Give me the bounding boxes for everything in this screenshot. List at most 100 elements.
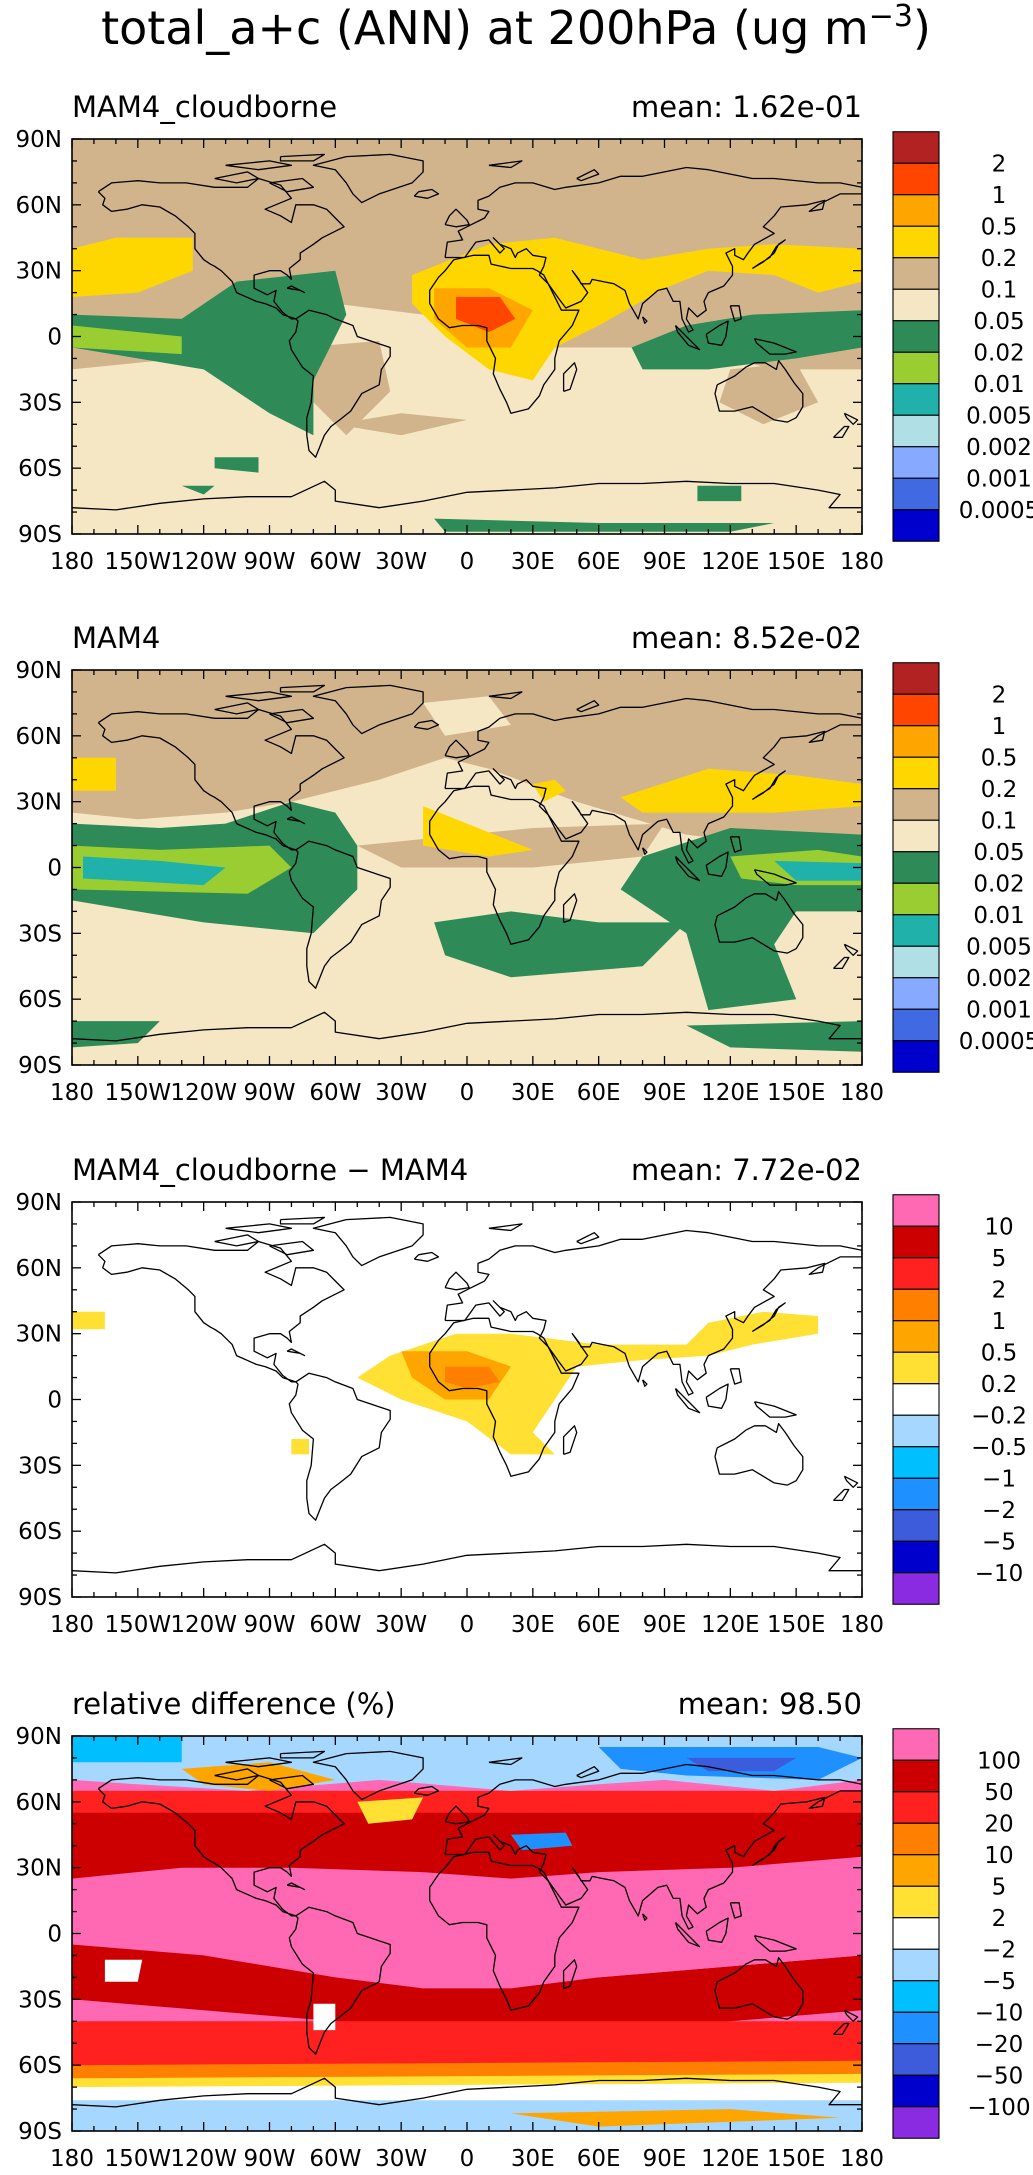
- colorbar-swatch: [892, 851, 940, 884]
- contour-field: [72, 670, 862, 1065]
- colorbar-label: 0.001: [966, 466, 1032, 492]
- coastline: [641, 1913, 648, 1921]
- colorbar-swatch: [892, 977, 940, 1010]
- colorbar-swatch: [892, 1008, 940, 1042]
- contour-region: [434, 911, 687, 978]
- colorbar-swatch: [892, 194, 940, 227]
- contour-region: [445, 1366, 500, 1389]
- x-tick-label: 120E: [701, 1080, 759, 1106]
- mean-label: mean:: [631, 621, 732, 655]
- contour-region: [412, 237, 862, 381]
- coastline: [286, 285, 306, 294]
- x-tick-label: 150E: [767, 1080, 825, 1106]
- tick-marks: [71, 669, 863, 1066]
- coastline: [674, 325, 701, 351]
- colorbar-label: −1: [982, 1466, 1016, 1492]
- mean-label: mean:: [631, 1153, 732, 1187]
- coastline: [705, 1917, 729, 1943]
- contour-region: [291, 1439, 309, 1455]
- y-tick-label: 30S: [18, 921, 62, 947]
- x-tick-label: 180: [840, 2146, 884, 2172]
- coastline: [444, 166, 862, 333]
- contour-region: [72, 1944, 862, 2033]
- contour-region: [620, 768, 862, 813]
- coastline: [413, 719, 440, 730]
- x-tick-label: 180: [840, 1612, 884, 1638]
- panel-title: MAM4_cloudborne: [72, 90, 337, 124]
- colorbar-label: −10: [975, 2000, 1024, 2026]
- colorbar-label: 0.2: [981, 777, 1018, 803]
- contour-region: [302, 340, 391, 436]
- colorbar-label: 0.05: [973, 840, 1024, 866]
- colorbar-swatch: [892, 2074, 940, 2108]
- contour-region: [72, 757, 116, 791]
- tick-marks: [71, 138, 863, 535]
- coastline: [312, 1216, 424, 1267]
- y-tick-label: 30N: [16, 1856, 62, 1882]
- contour-region: [72, 270, 347, 436]
- mean-value: 1.62e-01: [732, 90, 862, 124]
- coastline: [576, 1766, 600, 1779]
- x-tick-label: 90W: [243, 2146, 295, 2172]
- coastline: [214, 171, 260, 184]
- y-tick-label: 30S: [18, 1453, 62, 1479]
- contour-region: [456, 297, 516, 333]
- colorbar-swatch: [892, 882, 940, 916]
- coastline: [641, 1379, 648, 1387]
- coastline: [714, 1422, 804, 1486]
- x-tick-label: 0: [460, 549, 475, 575]
- colorbar-swatch: [892, 320, 940, 353]
- coastline: [729, 1902, 742, 1919]
- colorbar-swatch: [892, 662, 940, 695]
- contour-region: [510, 2109, 841, 2127]
- colorbar-label: 0.1: [981, 277, 1018, 303]
- colorbar-label: 1: [992, 1309, 1007, 1335]
- x-tick-label: 0: [460, 2146, 475, 2172]
- colorbar-label: −50: [975, 2063, 1024, 2089]
- colorbar-swatch: [892, 1477, 940, 1511]
- coastline: [312, 1750, 424, 1801]
- contour-region: [434, 518, 775, 532]
- x-tick-label: 90W: [243, 549, 295, 575]
- y-tick-label: 60N: [16, 724, 62, 750]
- colorbar-label: 0.2: [981, 246, 1018, 272]
- coastline: [705, 320, 729, 346]
- colorbar-swatch: [892, 257, 940, 290]
- x-tick-label: 30E: [511, 2146, 555, 2172]
- x-tick-label: 150E: [767, 549, 825, 575]
- colorbar-label: −100: [967, 2095, 1030, 2121]
- tick-marks: [71, 1735, 863, 2132]
- coastline: [753, 1935, 797, 1952]
- colorbar-label: 5: [992, 1874, 1007, 1900]
- map-panel-2: MAM4 mean: 8.52e-02 180 150W 120W 90W 60W 30W 0 3…: [16, 621, 1033, 1106]
- x-tick-label: 120W: [170, 1080, 237, 1106]
- contour-region: [72, 2082, 862, 2105]
- colorbar-label: 10: [984, 1214, 1013, 1240]
- coastline: [97, 1774, 345, 1917]
- y-tick-label: 30S: [18, 1987, 62, 2013]
- colorbar-label: 0.5: [981, 214, 1018, 240]
- coastline: [705, 1383, 729, 1409]
- colorbar-label: 0.01: [973, 903, 1024, 929]
- colorbar-swatch: [892, 477, 940, 511]
- coastline: [444, 697, 862, 864]
- coastline: [753, 338, 797, 355]
- coastline: [488, 1223, 523, 1232]
- y-tick-label: 60S: [18, 1519, 62, 1545]
- contour-region: [72, 325, 182, 355]
- coastline: [225, 1757, 293, 1768]
- y-tick-label: 30N: [16, 259, 62, 285]
- coastline: [269, 708, 315, 724]
- y-tick-label: 90S: [18, 1585, 62, 1611]
- coastline: [751, 1302, 786, 1333]
- colorbar-label: −5: [982, 1969, 1016, 1995]
- x-tick-label: 60W: [309, 1080, 361, 1106]
- contour-region: [357, 1311, 819, 1455]
- y-tick-label: 60S: [18, 456, 62, 482]
- colorbar-label: −5: [982, 1529, 1016, 1555]
- x-tick-label: 150E: [767, 1612, 825, 1638]
- colorbar-label: 20: [984, 1811, 1013, 1837]
- x-tick-label: 90E: [643, 549, 687, 575]
- colorbar-swatch: [892, 788, 940, 821]
- coastline: [429, 785, 580, 945]
